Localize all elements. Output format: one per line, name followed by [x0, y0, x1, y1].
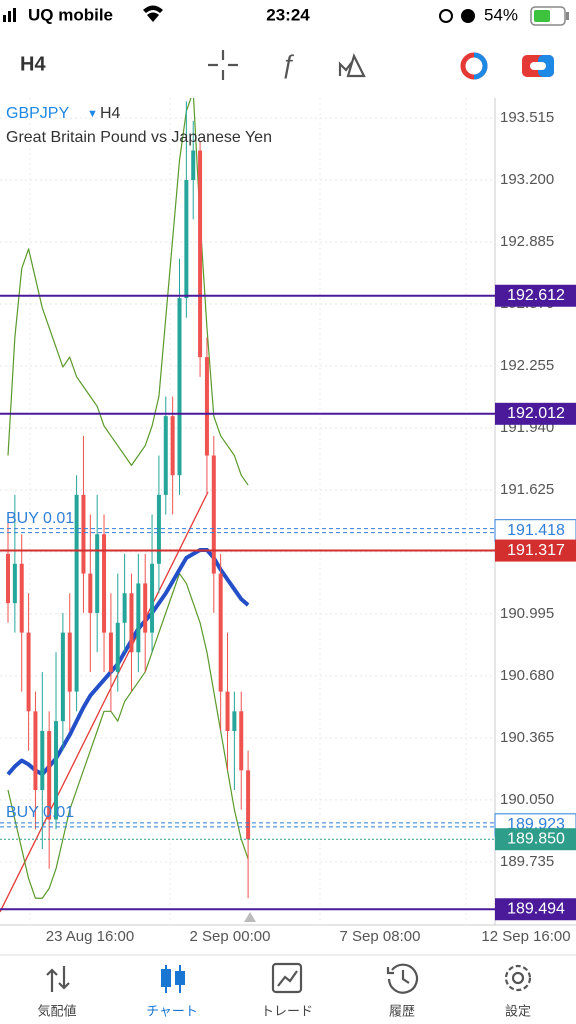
level-label-box: [495, 539, 576, 562]
x-tick-label: 2 Sep 00:00: [190, 928, 271, 945]
tab-label[interactable]: 設定: [505, 1003, 531, 1018]
x-tick-label: 23 Aug 16:00: [46, 928, 134, 945]
y-tick-label: 192.255: [500, 357, 554, 374]
candle-body: [88, 573, 93, 613]
tab-bar: 気配値 チャート トレード 履歴 設定: [0, 954, 576, 1018]
candle-body: [191, 150, 196, 181]
trade-button[interactable]: [460, 52, 488, 80]
y-tick-label: 189.735: [500, 853, 554, 870]
toolbar: H4 ƒ: [20, 49, 554, 80]
candle-body: [6, 553, 10, 604]
objects-button[interactable]: [338, 53, 366, 78]
level-label-box: [495, 898, 576, 921]
indicator-line: [7, 98, 249, 486]
x-tick-label: 7 Sep 08:00: [340, 928, 421, 945]
level-label-box: [495, 402, 576, 425]
symbol[interactable]: GBPJPY: [6, 105, 69, 122]
trend-line: [0, 491, 209, 913]
settings-icon: [504, 964, 532, 992]
candle-body: [102, 534, 107, 633]
history-icon: [386, 963, 419, 994]
level-label-box: [495, 828, 576, 851]
chart-timeframe: H4: [100, 105, 121, 122]
crosshair-button[interactable]: [208, 50, 238, 80]
level-label: 189.850: [507, 830, 565, 847]
level-label: 191.418: [507, 522, 565, 539]
candle-body: [19, 563, 24, 633]
candle-body: [122, 593, 127, 623]
candle-body: [54, 721, 59, 820]
candle-body: [204, 357, 209, 456]
symbol-description: Great Britain Pound vs Japanese Yen: [6, 129, 272, 146]
clock: 23:24: [266, 5, 310, 24]
candle-body: [40, 730, 45, 791]
level-label: 192.612: [507, 287, 565, 304]
candle-body: [150, 563, 155, 633]
level-label: 191.317: [507, 542, 565, 559]
indicators-button[interactable]: ƒ: [281, 49, 295, 79]
candle-body: [184, 180, 189, 299]
carrier: UQ mobile: [28, 5, 113, 24]
symbol-dropdown[interactable]: ▼: [87, 108, 98, 120]
tab-label[interactable]: チャート: [146, 1003, 198, 1018]
y-tick-label: 190.050: [500, 791, 554, 808]
chart: GBPJPY ▼ H4 Great Britain Pound vs Japan…: [0, 98, 576, 945]
candle-body: [177, 298, 182, 476]
indicator-line: [7, 572, 249, 899]
candle-body: [143, 583, 148, 633]
y-tick-label: 190.995: [500, 605, 554, 622]
candle-body: [136, 583, 141, 653]
candle-body: [129, 593, 134, 653]
y-tick-label: 190.680: [500, 667, 554, 684]
order-label: BUY 0.01: [6, 510, 74, 527]
candle-body: [74, 494, 79, 692]
candle-body: [67, 632, 72, 692]
candle-body: [156, 494, 161, 564]
level-label-box: [495, 284, 576, 307]
candle-body: [239, 711, 244, 771]
account-button[interactable]: [522, 55, 554, 77]
tab-label[interactable]: 履歴: [389, 1003, 415, 1018]
y-tick-label: 193.200: [500, 171, 554, 188]
y-tick-label: 193.515: [500, 109, 554, 126]
candle-body: [95, 534, 100, 613]
tab-label[interactable]: トレード: [261, 1003, 313, 1018]
candle-body: [163, 416, 168, 495]
candle-body: [115, 622, 120, 672]
candle-body: [225, 691, 230, 731]
candle-body: [81, 494, 86, 574]
candle-body: [12, 563, 17, 604]
candle-body: [198, 150, 203, 358]
candle-body: [232, 711, 237, 731]
candle-body: [211, 455, 216, 574]
level-label: 192.012: [507, 405, 565, 422]
y-tick-label: 191.625: [500, 481, 554, 498]
y-tick-label: 190.365: [500, 729, 554, 746]
tab-label[interactable]: 気配値: [37, 1003, 76, 1018]
candle-body: [47, 730, 52, 820]
x-tick-label: 12 Sep 16:00: [481, 928, 570, 945]
order-label: BUY 0.01: [6, 804, 74, 821]
battery-level: 54%: [484, 5, 518, 24]
candle-body: [218, 573, 223, 692]
scroll-marker: [244, 912, 256, 922]
status-bar: UQ mobile 23:24 54%: [3, 5, 569, 26]
candle-body: [170, 416, 175, 476]
candle-body: [26, 632, 31, 712]
quotes-icon: [46, 966, 70, 992]
timeframe-button[interactable]: H4: [20, 53, 46, 75]
candle-body: [108, 632, 113, 672]
chart-icon: [161, 965, 185, 993]
level-label: 189.494: [507, 900, 565, 917]
y-tick-label: 192.885: [500, 233, 554, 250]
candle-body: [33, 711, 38, 791]
trade-icon: [271, 962, 303, 994]
candle-body: [246, 770, 251, 840]
candle-body: [60, 632, 65, 722]
